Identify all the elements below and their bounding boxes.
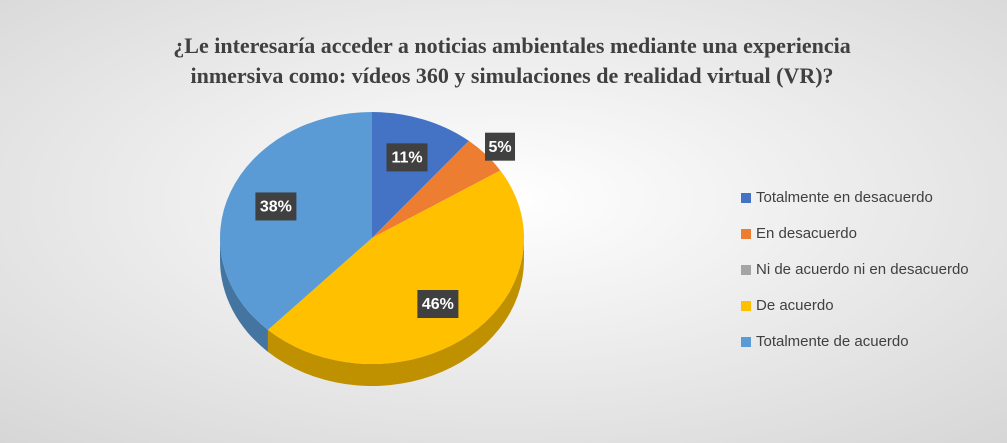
data-label: 38% xyxy=(260,199,292,216)
legend-swatch xyxy=(741,193,751,203)
pie-slice xyxy=(372,140,501,238)
data-label-box xyxy=(485,132,516,161)
data-label: 5% xyxy=(488,139,511,156)
data-label-box xyxy=(417,290,459,319)
pie-side xyxy=(267,238,524,386)
legend-swatch xyxy=(741,337,751,347)
data-label-box xyxy=(386,143,428,172)
legend-label: Totalmente en desacuerdo xyxy=(756,189,933,206)
data-label: 11% xyxy=(391,150,422,167)
data-label-box xyxy=(255,192,297,221)
legend-swatch xyxy=(741,301,751,311)
data-label: 46% xyxy=(422,296,454,313)
pie-slice xyxy=(267,170,524,364)
pie-slice xyxy=(220,112,372,330)
legend-swatch xyxy=(741,229,751,239)
pie-side xyxy=(220,238,268,352)
chart-subtitle: inmersiva como: vídeos 360 y simulacione… xyxy=(190,63,833,88)
legend-label: Totalmente de acuerdo xyxy=(756,333,909,350)
chart-title: ¿Le interesaría acceder a noticias ambie… xyxy=(173,33,850,58)
legend-swatch xyxy=(741,265,751,275)
legend-label: Ni de acuerdo ni en desacuerdo xyxy=(756,261,969,278)
legend-label: En desacuerdo xyxy=(756,225,857,242)
legend-label: De acuerdo xyxy=(756,297,834,314)
